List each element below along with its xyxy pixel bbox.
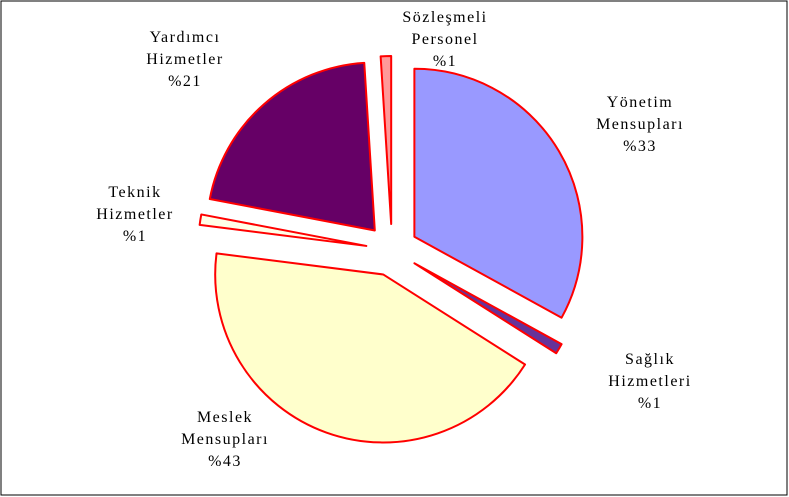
value-label: %33 <box>623 138 657 155</box>
category-label: Yardımcı Hizmetler <box>146 29 224 68</box>
value-label: %21 <box>168 73 202 90</box>
pie-slice <box>208 61 376 232</box>
slice-label: Yardımcı Hizmetler %21 <box>125 27 245 93</box>
category-label: Teknik Hizmetler <box>96 184 174 223</box>
slice-label: Yönetim Mensupları %33 <box>580 92 700 158</box>
slice-label: Teknik Hizmetler %1 <box>75 182 195 248</box>
value-label: %1 <box>432 53 458 70</box>
category-label: Meslek Mensupları <box>181 409 269 448</box>
slice-label: Sağlık Hizmetleri %1 <box>590 349 710 415</box>
value-label: %43 <box>208 453 242 470</box>
slice-label: Sözleşmeli Personel %1 <box>385 7 505 73</box>
pie-slice <box>379 55 393 226</box>
pie-slice <box>214 252 527 444</box>
value-label: %1 <box>122 228 148 245</box>
pie-slice <box>413 262 563 355</box>
category-label: Sözleşmeli Personel <box>402 9 488 48</box>
category-label: Sağlık Hizmetleri <box>608 351 692 390</box>
category-label: Yönetim Mensupları <box>596 94 684 133</box>
slice-label: Meslek Mensupları %43 <box>165 407 285 473</box>
pie-slice <box>413 67 584 319</box>
pie-slice <box>198 213 368 247</box>
value-label: %1 <box>637 395 663 412</box>
